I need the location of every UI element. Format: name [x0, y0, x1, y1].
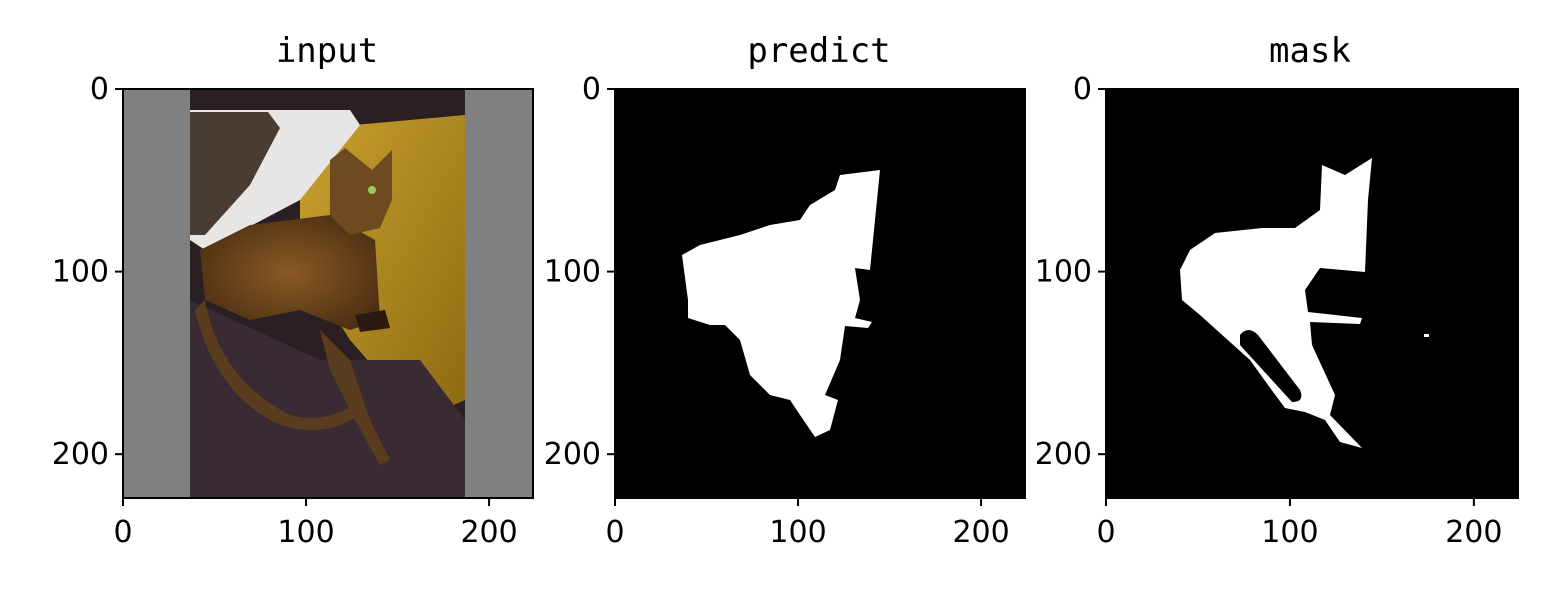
x-tick-label: 200	[952, 515, 1009, 550]
y-tick-label: 200	[52, 437, 109, 472]
y-tick-label: 100	[52, 255, 109, 290]
y-tick-label: 200	[544, 437, 601, 472]
y-tick-label: 200	[1035, 437, 1092, 472]
panel-title-mask: mask	[1269, 31, 1351, 71]
x-tick-label: 0	[605, 515, 624, 550]
cat-body	[200, 215, 380, 330]
mask-hole	[1240, 330, 1302, 402]
y-tick-label: 0	[582, 72, 601, 107]
predict-blob	[682, 170, 880, 437]
padding-right	[465, 89, 533, 498]
panel-predict: predict 0 100 200 0 100 200	[544, 31, 1026, 550]
panel-mask: mask 0 100 200 0 100 200	[1035, 31, 1519, 550]
input-image	[123, 89, 533, 498]
photo	[190, 89, 465, 498]
x-tick-label: 100	[769, 515, 826, 550]
panel-title-input: input	[276, 31, 378, 71]
axes-frame-input	[122, 88, 534, 499]
y-tick-label: 0	[1073, 72, 1092, 107]
x-tick-label: 0	[113, 515, 132, 550]
mask-silhouette	[1180, 158, 1372, 448]
mask-background	[1106, 89, 1518, 498]
cat-eye	[368, 186, 376, 194]
y-tick-label: 0	[90, 72, 109, 107]
axes-frame-mask	[1105, 88, 1519, 499]
cat-paw	[355, 310, 390, 332]
cat-leg	[320, 330, 390, 465]
x-tick-label: 100	[277, 515, 334, 550]
y-tick-label: 100	[544, 255, 601, 290]
predict-image	[615, 89, 1025, 498]
x-tick-label: 200	[1445, 515, 1502, 550]
panel-input: input 0 100 200 0 100 200	[52, 31, 534, 550]
purple-blanket	[190, 300, 465, 498]
mask-image	[1106, 89, 1518, 498]
x-tick-label: 200	[460, 515, 517, 550]
axis-ticks-input: 0 100 200 0 100 200	[52, 72, 518, 550]
cat-head	[330, 148, 392, 235]
mask-speck	[1424, 334, 1429, 337]
x-tick-label: 100	[1261, 515, 1318, 550]
cat-tail	[195, 300, 365, 430]
axis-ticks-predict: 0 100 200 0 100 200	[544, 72, 1010, 550]
axes-frame-predict	[614, 88, 1026, 499]
leopard-pillow	[190, 112, 280, 235]
axis-ticks-mask: 0 100 200 0 100 200	[1035, 72, 1503, 550]
x-tick-label: 0	[1096, 515, 1115, 550]
panel-title-predict: predict	[747, 31, 890, 71]
y-tick-label: 100	[1035, 255, 1092, 290]
